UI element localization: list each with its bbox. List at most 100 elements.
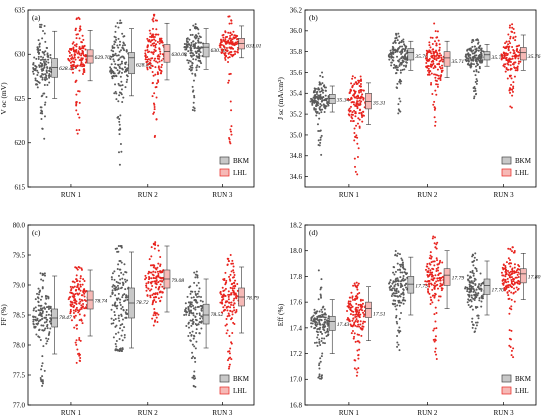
data-point	[45, 63, 48, 66]
data-point	[472, 55, 475, 58]
data-point	[83, 288, 86, 291]
data-point	[160, 280, 163, 283]
data-point	[229, 47, 232, 50]
data-point	[512, 52, 515, 55]
data-point	[123, 326, 126, 329]
data-point	[38, 43, 41, 46]
data-point	[316, 323, 319, 326]
data-point	[472, 264, 475, 267]
data-point	[431, 36, 434, 39]
data-point	[435, 357, 438, 360]
data-point	[188, 312, 191, 315]
data-point	[473, 298, 476, 301]
data-point	[475, 60, 478, 63]
data-point	[318, 367, 321, 370]
data-point	[425, 59, 428, 62]
data-point	[76, 279, 79, 282]
data-point	[232, 43, 235, 46]
data-point	[39, 376, 42, 379]
data-point	[393, 285, 396, 288]
data-point	[147, 39, 150, 42]
data-point	[475, 92, 478, 95]
data-point	[357, 340, 360, 343]
data-point	[157, 244, 160, 247]
data-point	[82, 68, 85, 71]
data-point	[119, 40, 122, 43]
data-point	[156, 71, 159, 74]
data-point	[440, 289, 443, 292]
data-point	[350, 82, 353, 85]
data-point	[354, 112, 357, 115]
data-point	[480, 300, 483, 303]
data-point	[397, 103, 400, 106]
data-point	[227, 295, 230, 298]
data-point	[394, 278, 397, 281]
data-point	[356, 173, 359, 176]
data-point	[509, 35, 512, 38]
data-point	[515, 271, 518, 274]
data-point	[121, 44, 124, 47]
data-point	[436, 85, 439, 88]
data-point	[515, 54, 518, 57]
legend-swatch-bkm	[219, 156, 230, 165]
data-point	[72, 286, 75, 289]
data-point	[146, 68, 149, 71]
data-point	[318, 130, 321, 133]
data-point	[353, 131, 356, 134]
data-point	[402, 38, 405, 41]
data-point	[162, 44, 165, 47]
data-point	[198, 321, 201, 324]
data-point	[318, 112, 321, 115]
data-point	[435, 83, 438, 86]
data-point	[428, 49, 431, 52]
data-point	[475, 268, 478, 271]
data-point	[77, 90, 80, 93]
data-point	[316, 103, 319, 106]
data-point	[360, 115, 363, 118]
data-point	[42, 51, 45, 54]
data-point	[395, 36, 398, 39]
data-point	[82, 38, 85, 41]
data-point	[192, 321, 195, 324]
data-point	[398, 58, 401, 61]
data-point	[73, 315, 76, 318]
chart-panel-2: (b)34.634.835.035.235.435.635.836.036.2J…	[276, 6, 541, 199]
data-point	[394, 39, 397, 42]
data-point	[474, 48, 477, 51]
data-point	[310, 97, 313, 100]
box	[202, 43, 210, 58]
data-point	[83, 289, 86, 292]
data-point	[114, 294, 117, 297]
data-point	[433, 56, 436, 59]
data-point	[75, 43, 78, 46]
data-point	[227, 367, 230, 370]
data-point	[399, 282, 402, 285]
data-point	[222, 289, 225, 292]
data-point	[362, 315, 365, 318]
data-point	[158, 55, 161, 58]
data-point	[513, 266, 516, 269]
data-point	[473, 280, 476, 283]
y-tick-label: 77.5	[13, 371, 26, 379]
data-point	[472, 323, 475, 326]
data-point	[68, 54, 71, 57]
data-point	[233, 274, 236, 277]
data-point	[196, 296, 199, 299]
data-point	[119, 63, 122, 66]
data-point	[314, 317, 317, 320]
data-point	[317, 319, 320, 322]
data-point	[434, 350, 437, 353]
data-point	[226, 329, 229, 332]
data-point	[124, 66, 127, 69]
y-tick-label: 34.8	[290, 152, 303, 160]
data-point	[397, 301, 400, 304]
data-point	[475, 324, 478, 327]
data-point	[125, 309, 128, 312]
data-point	[402, 277, 405, 280]
data-point	[320, 134, 323, 137]
data-point	[158, 286, 161, 289]
data-point	[117, 115, 120, 118]
y-tick-label: 78.0	[13, 341, 26, 349]
data-point	[478, 297, 481, 300]
data-point	[199, 60, 202, 63]
